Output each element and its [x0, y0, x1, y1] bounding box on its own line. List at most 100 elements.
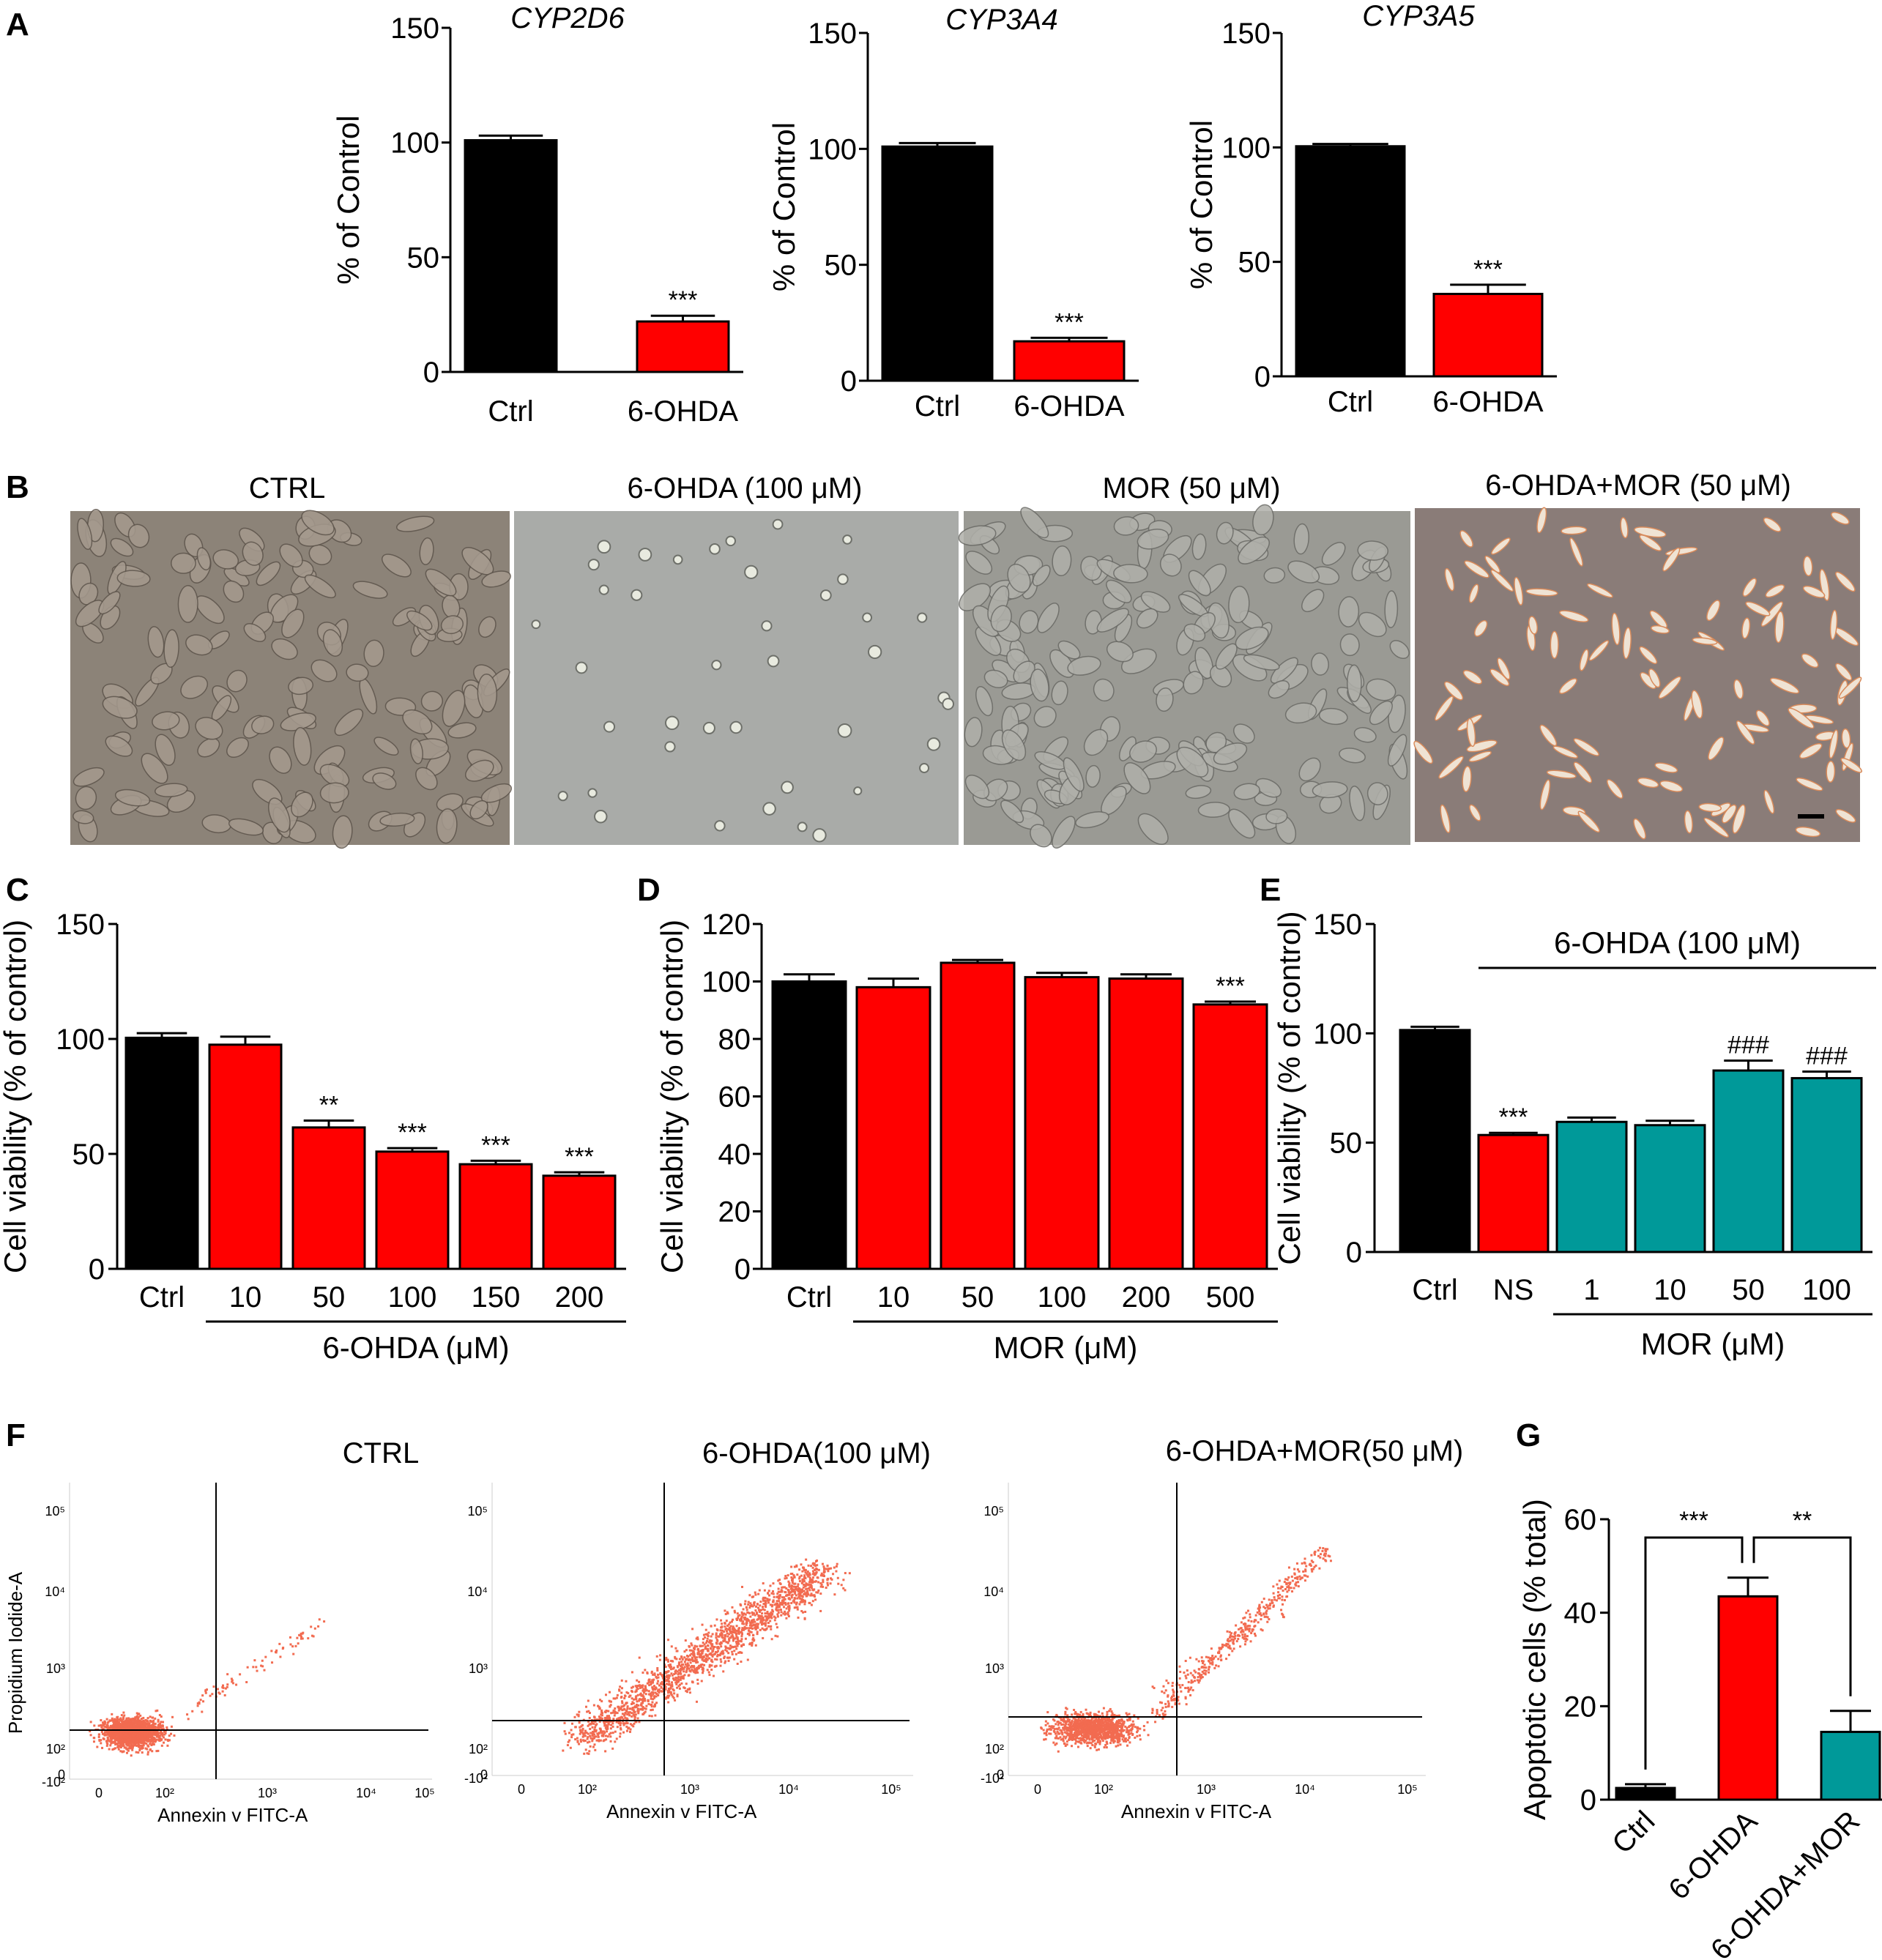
event-dot: [735, 1632, 738, 1635]
x-tick-label: Ctrl: [1412, 1274, 1457, 1306]
event-dot: [113, 1724, 116, 1726]
bar-ctrl: [881, 145, 994, 382]
event-dot: [130, 1718, 133, 1721]
event-dot: [794, 1592, 797, 1595]
event-dot: [810, 1603, 813, 1606]
event-dot: [147, 1740, 150, 1743]
event-dot: [1284, 1578, 1287, 1581]
event-dot: [1138, 1734, 1141, 1737]
event-dot: [1213, 1657, 1216, 1660]
event-dot: [782, 1606, 785, 1609]
event-dot: [255, 1666, 258, 1669]
event-dot: [653, 1674, 656, 1677]
cell: [1708, 737, 1725, 761]
cell: [304, 574, 336, 599]
event-dot: [116, 1736, 119, 1739]
event-dot: [631, 1708, 634, 1711]
event-dot: [749, 1602, 752, 1605]
cell: [926, 737, 941, 751]
event-dot: [1128, 1724, 1131, 1727]
event-dot: [691, 1644, 693, 1647]
event-dot: [743, 1618, 746, 1621]
event-dot: [105, 1742, 108, 1745]
event-dot: [662, 1688, 665, 1691]
event-dot: [636, 1686, 639, 1689]
event-dot: [822, 1579, 825, 1581]
event-dot: [735, 1617, 738, 1620]
event-dot: [583, 1752, 586, 1755]
event-dot: [702, 1667, 704, 1670]
event-dot: [768, 1594, 771, 1597]
event-dot: [817, 1581, 820, 1584]
event-dot: [764, 1612, 767, 1615]
event-dot: [586, 1752, 589, 1755]
event-dot: [89, 1729, 92, 1732]
event-dot: [808, 1581, 811, 1584]
event-dot: [669, 1691, 672, 1693]
event-dot: [741, 1622, 744, 1625]
event-dot: [623, 1697, 626, 1700]
cell: [1051, 680, 1068, 706]
event-dot: [781, 1586, 784, 1589]
event-dot: [1098, 1740, 1101, 1743]
event-dot: [656, 1682, 659, 1685]
event-dot: [691, 1681, 694, 1684]
event-dot: [1068, 1733, 1071, 1736]
event-dot: [737, 1642, 740, 1645]
event-dot: [123, 1725, 126, 1728]
cell: [842, 534, 852, 545]
event-dot: [813, 1568, 816, 1571]
event-dot: [124, 1723, 127, 1726]
event-dot: [1102, 1707, 1105, 1710]
cell: [1057, 640, 1081, 660]
cell: [587, 788, 598, 798]
event-dot: [732, 1638, 735, 1641]
event-dot: [128, 1721, 131, 1724]
cell: [1228, 808, 1256, 839]
event-dot: [614, 1740, 617, 1743]
event-dot: [709, 1639, 712, 1642]
bar-50: [291, 1126, 366, 1270]
event-dot: [641, 1702, 644, 1704]
event-dot: [772, 1590, 775, 1593]
event-dot: [1208, 1671, 1210, 1674]
event-dot: [710, 1642, 713, 1645]
event-dot: [1297, 1581, 1300, 1584]
event-dot: [97, 1735, 100, 1738]
event-dot: [606, 1730, 609, 1733]
event-dot: [670, 1672, 673, 1675]
event-dot: [143, 1727, 146, 1730]
event-dot: [1063, 1721, 1065, 1724]
event-dot: [127, 1749, 130, 1752]
event-dot: [598, 1715, 600, 1718]
event-dot: [157, 1726, 160, 1729]
event-dot: [1197, 1681, 1200, 1684]
event-dot: [748, 1627, 751, 1630]
event-dot: [667, 1660, 670, 1663]
event-dot: [696, 1638, 699, 1641]
event-dot: [738, 1614, 741, 1617]
event-dot: [688, 1691, 691, 1694]
event-dot: [842, 1579, 845, 1581]
significance-bracket: [1752, 1536, 1852, 1696]
event-dot: [111, 1717, 114, 1720]
event-dot: [800, 1581, 803, 1584]
cell: [744, 564, 759, 579]
cell: [1801, 653, 1819, 668]
event-dot: [110, 1740, 113, 1743]
cell: [1490, 569, 1514, 592]
event-dot: [635, 1703, 638, 1706]
event-dot: [600, 1713, 603, 1716]
event-dot: [777, 1587, 780, 1590]
x-tick-label: 50: [1732, 1274, 1765, 1306]
event-dot: [702, 1655, 705, 1658]
event-dot: [1325, 1550, 1328, 1553]
event-dot: [152, 1743, 155, 1746]
event-dot: [139, 1744, 142, 1747]
event-dot: [167, 1740, 170, 1743]
flow-x-tick: 10⁴: [356, 1786, 376, 1800]
event-dot: [703, 1643, 706, 1646]
event-dot: [588, 1740, 591, 1743]
event-dot: [778, 1604, 781, 1607]
